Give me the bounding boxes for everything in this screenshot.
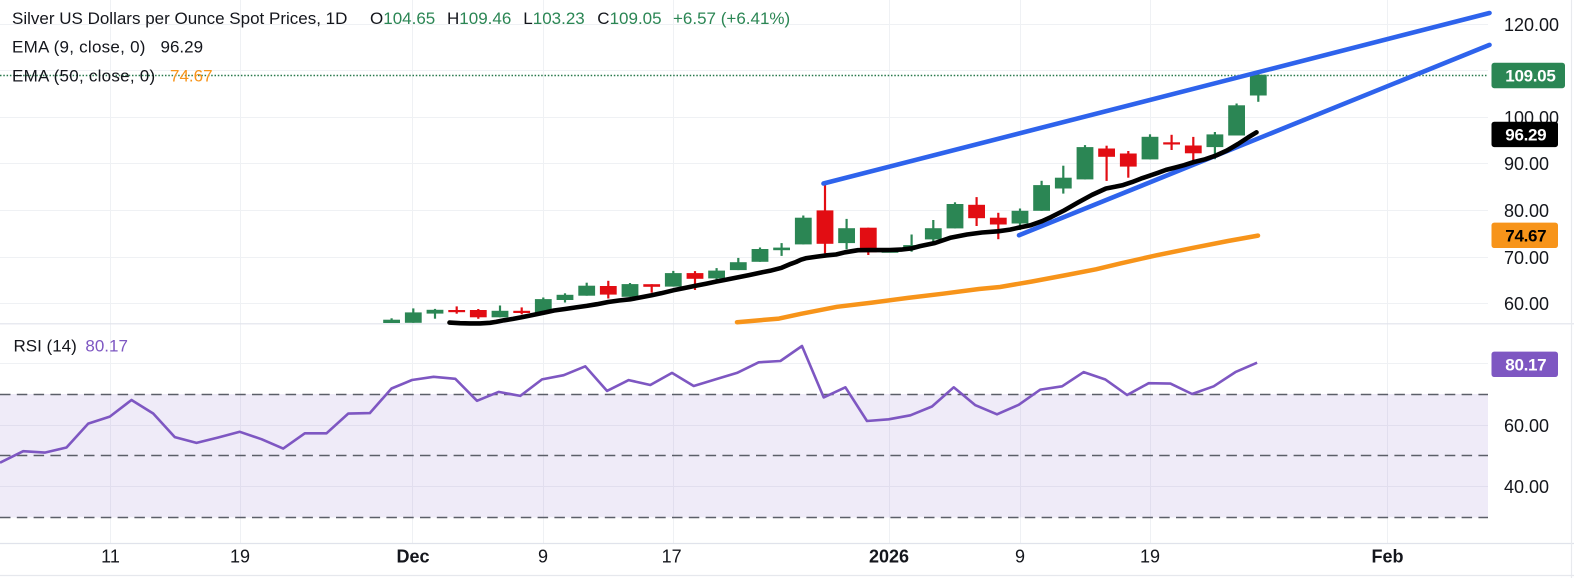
svg-text:EMA (50, close, 0): EMA (50, close, 0) [12, 66, 155, 85]
svg-text:80.17: 80.17 [85, 337, 128, 356]
svg-text:RSI (14): RSI (14) [14, 337, 77, 356]
svg-text:Dec: Dec [396, 547, 429, 567]
svg-text:H109.46: H109.46 [447, 9, 511, 28]
svg-text:120.00: 120.00 [1504, 15, 1559, 35]
svg-text:96.29: 96.29 [161, 38, 204, 57]
svg-text:109.05: 109.05 [1505, 67, 1555, 86]
svg-text:40.00: 40.00 [1504, 477, 1549, 497]
svg-text:C109.05: C109.05 [597, 9, 661, 28]
svg-text:9: 9 [1015, 547, 1025, 567]
svg-text:90.00: 90.00 [1504, 154, 1549, 174]
svg-text:19: 19 [1140, 547, 1160, 567]
svg-text:70.00: 70.00 [1504, 248, 1549, 268]
svg-text:80.17: 80.17 [1505, 355, 1546, 374]
svg-text:Feb: Feb [1371, 547, 1403, 567]
svg-text:+6.57 (+6.41%): +6.57 (+6.41%) [673, 9, 790, 28]
svg-text:60.00: 60.00 [1504, 294, 1549, 314]
svg-text:96.29: 96.29 [1505, 125, 1546, 144]
svg-text:60.00: 60.00 [1504, 416, 1549, 436]
svg-text:9: 9 [538, 547, 548, 567]
svg-text:EMA (9, close, 0): EMA (9, close, 0) [12, 38, 146, 57]
svg-text:74.67: 74.67 [170, 66, 213, 85]
svg-text:80.00: 80.00 [1504, 201, 1549, 221]
svg-text:74.67: 74.67 [1505, 226, 1546, 245]
svg-text:O104.65: O104.65 [370, 9, 435, 28]
svg-text:Silver US Dollars per Ounce Sp: Silver US Dollars per Ounce Spot Prices,… [12, 9, 347, 28]
svg-text:19: 19 [230, 547, 250, 567]
svg-text:2026: 2026 [869, 547, 909, 567]
svg-text:11: 11 [101, 547, 120, 567]
svg-text:L103.23: L103.23 [523, 9, 584, 28]
svg-text:17: 17 [662, 547, 682, 567]
